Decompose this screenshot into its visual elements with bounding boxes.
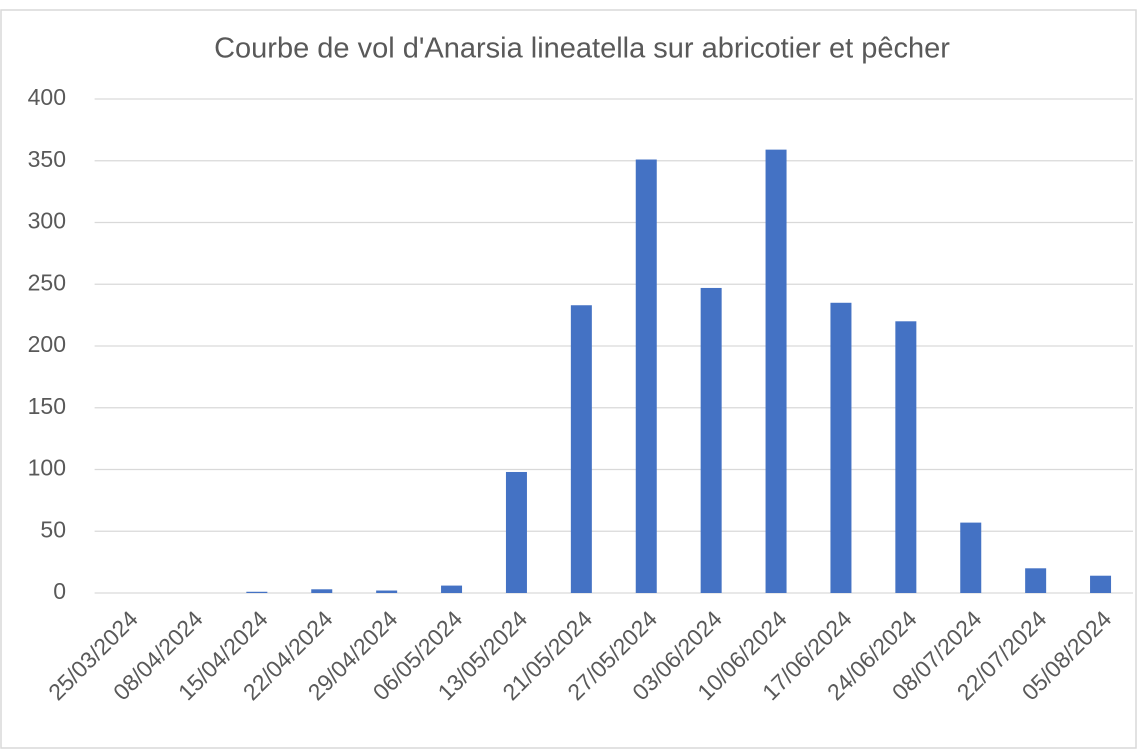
y-tick-label: 50: [40, 516, 66, 542]
chart-border: [0, 9, 1137, 749]
bar: [960, 522, 982, 593]
y-tick-label: 400: [28, 84, 66, 110]
y-tick-label: 200: [28, 331, 66, 357]
chart-title: Courbe de vol d'Anarsia lineatella sur a…: [214, 33, 950, 65]
y-tick-label: 350: [28, 146, 66, 172]
bar: [246, 591, 268, 593]
y-tick-label: 250: [28, 269, 66, 295]
y-tick-label: 0: [53, 578, 66, 604]
bar: [505, 471, 527, 593]
bar: [441, 585, 463, 593]
bar: [830, 302, 852, 593]
bar: [1090, 575, 1112, 593]
bar: [700, 287, 722, 593]
bar: [376, 590, 398, 593]
bar: [895, 321, 917, 593]
bar: [311, 589, 333, 593]
bar: [570, 305, 592, 593]
y-tick-label: 300: [28, 208, 66, 234]
bar: [635, 159, 657, 593]
bar: [765, 149, 787, 593]
y-tick-label: 150: [28, 393, 66, 419]
bar: [1025, 568, 1047, 593]
y-tick-label: 100: [28, 455, 66, 481]
